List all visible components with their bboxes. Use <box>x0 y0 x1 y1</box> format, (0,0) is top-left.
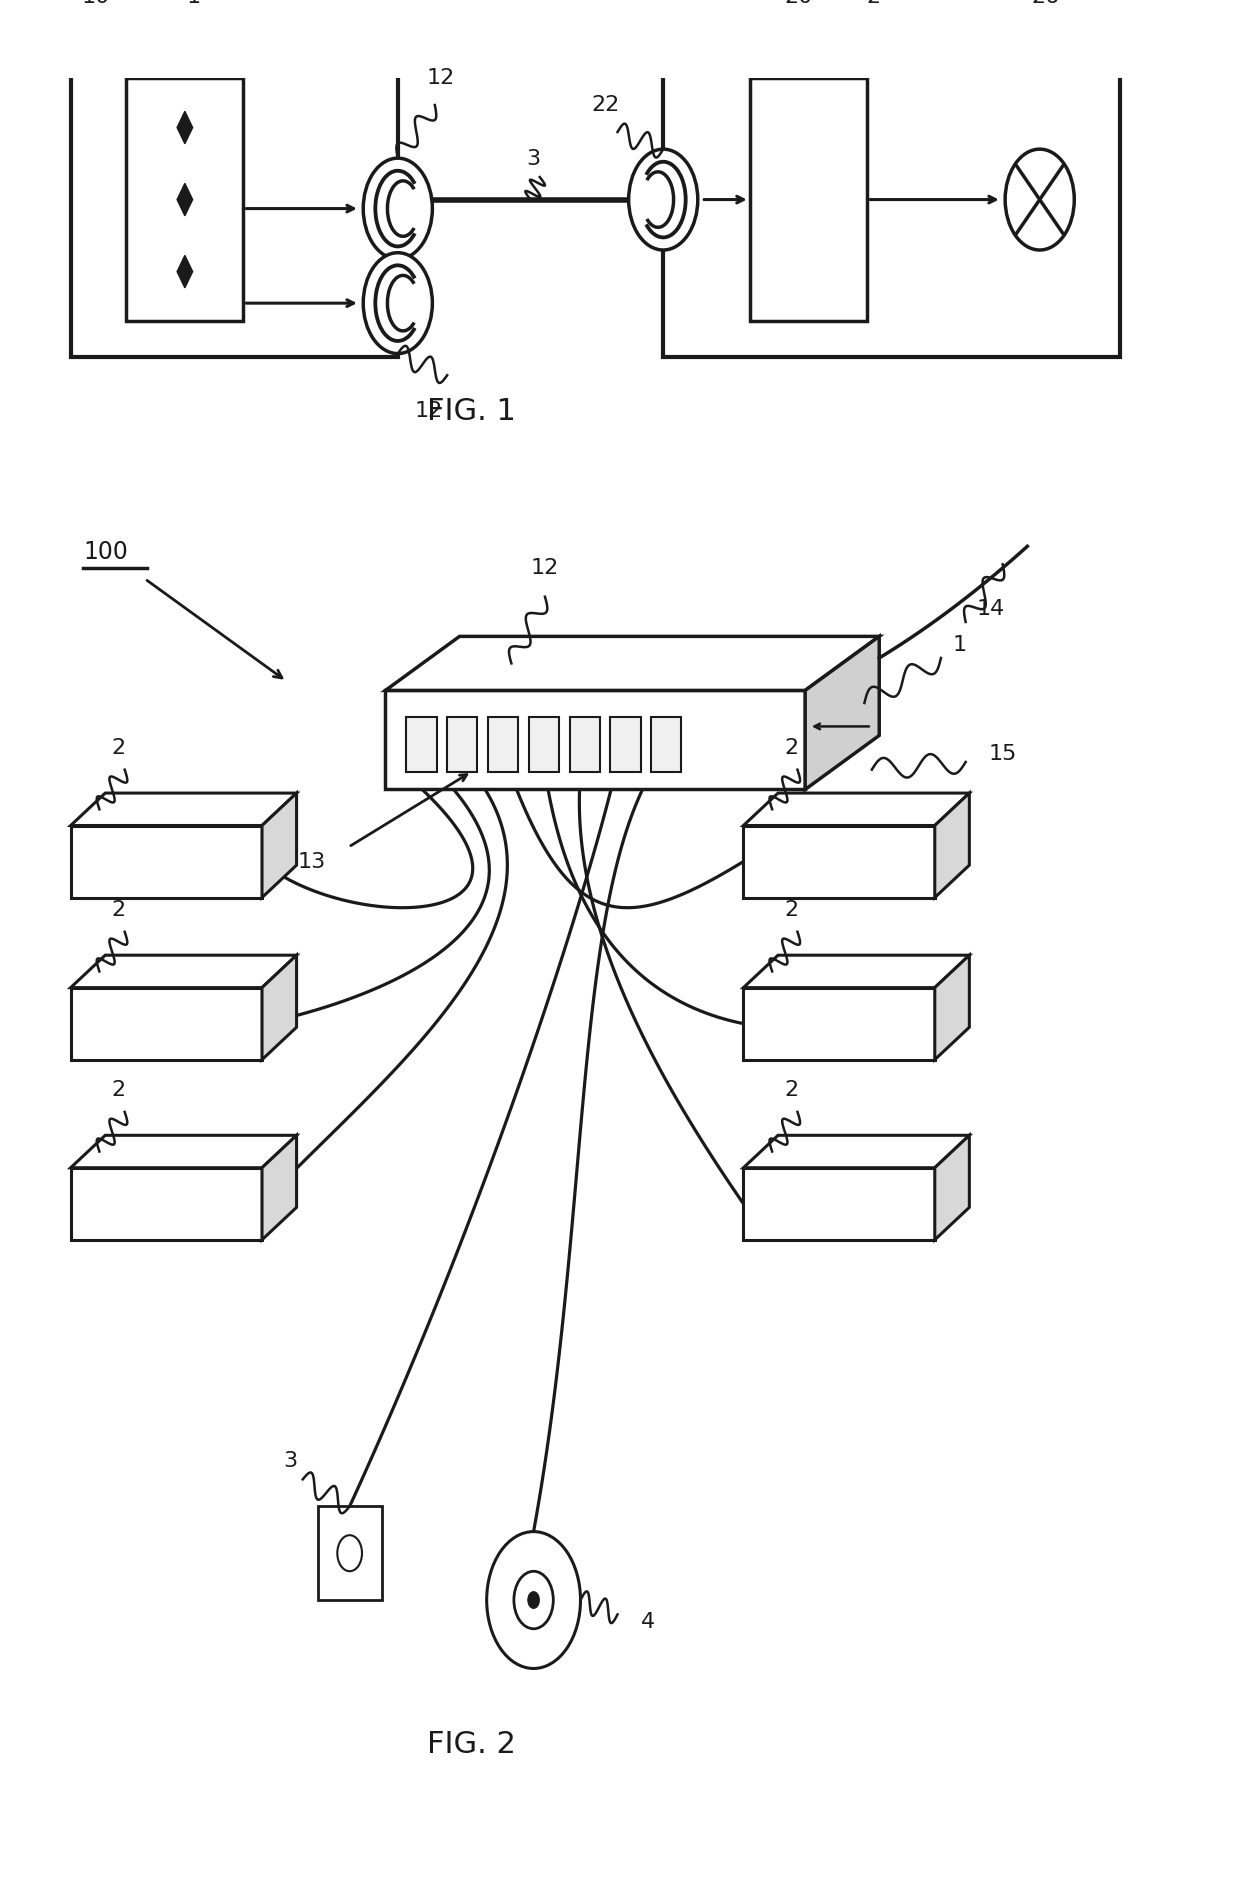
Polygon shape <box>177 111 192 143</box>
Bar <box>569 717 600 772</box>
Bar <box>407 717 436 772</box>
Circle shape <box>528 1592 539 1609</box>
Bar <box>71 41 398 358</box>
Text: 2: 2 <box>784 900 799 920</box>
Bar <box>126 77 243 322</box>
Text: 3: 3 <box>527 149 541 169</box>
Polygon shape <box>805 636 879 789</box>
Text: 4: 4 <box>641 1611 656 1632</box>
Bar <box>386 691 805 789</box>
Text: 14: 14 <box>976 598 1004 619</box>
Polygon shape <box>935 956 970 1060</box>
Polygon shape <box>935 792 970 898</box>
Circle shape <box>629 149 698 250</box>
Text: 2: 2 <box>112 1080 125 1101</box>
Circle shape <box>513 1571 553 1628</box>
Text: 2: 2 <box>866 0 880 8</box>
Polygon shape <box>71 1135 296 1167</box>
Bar <box>651 717 681 772</box>
Circle shape <box>337 1536 362 1571</box>
Text: 22: 22 <box>591 94 619 115</box>
Text: 2: 2 <box>112 738 125 758</box>
Polygon shape <box>262 792 296 898</box>
Polygon shape <box>177 183 192 216</box>
Bar <box>744 988 935 1060</box>
Bar <box>744 826 935 898</box>
Bar <box>489 717 518 772</box>
Polygon shape <box>262 956 296 1060</box>
Text: 2: 2 <box>784 1080 799 1101</box>
Text: 10: 10 <box>81 0 109 8</box>
Text: 20: 20 <box>785 0 813 8</box>
Bar <box>71 988 262 1060</box>
Bar <box>750 77 867 322</box>
Bar <box>317 1506 382 1600</box>
Polygon shape <box>262 1135 296 1240</box>
Circle shape <box>486 1532 580 1669</box>
Polygon shape <box>386 636 879 691</box>
Polygon shape <box>935 1135 970 1240</box>
Text: 12: 12 <box>531 557 559 578</box>
Polygon shape <box>744 956 970 988</box>
Polygon shape <box>744 792 970 826</box>
Text: 3: 3 <box>284 1451 298 1472</box>
Bar <box>610 717 641 772</box>
Polygon shape <box>71 956 296 988</box>
Text: 13: 13 <box>298 851 326 871</box>
Circle shape <box>1006 149 1074 250</box>
Text: 2: 2 <box>784 738 799 758</box>
Circle shape <box>363 252 433 354</box>
Text: 12: 12 <box>414 401 443 422</box>
Bar <box>71 1167 262 1240</box>
Polygon shape <box>744 1135 970 1167</box>
Bar <box>528 717 559 772</box>
Circle shape <box>363 158 433 260</box>
Text: FIG. 2: FIG. 2 <box>428 1730 516 1758</box>
Bar <box>744 1167 935 1240</box>
Text: 100: 100 <box>83 540 128 565</box>
Text: 1: 1 <box>952 636 966 655</box>
Text: 2: 2 <box>112 900 125 920</box>
Bar <box>71 826 262 898</box>
Text: 12: 12 <box>427 68 455 88</box>
Text: 1: 1 <box>187 0 201 8</box>
Text: FIG. 1: FIG. 1 <box>428 397 516 425</box>
Text: 15: 15 <box>988 745 1017 764</box>
Polygon shape <box>71 792 296 826</box>
Polygon shape <box>177 256 192 288</box>
Text: 26: 26 <box>1032 0 1060 8</box>
Bar <box>448 717 477 772</box>
Bar <box>663 41 1120 358</box>
